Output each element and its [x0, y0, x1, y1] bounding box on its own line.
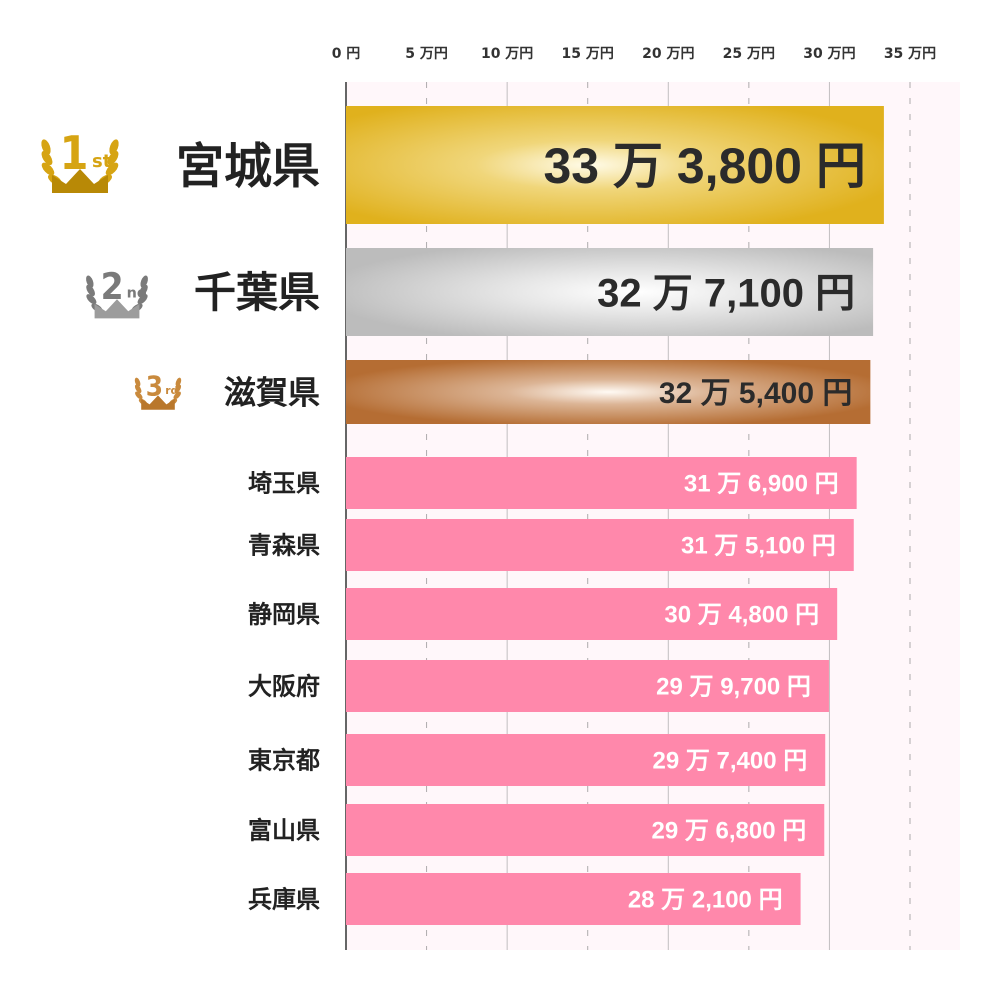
- bar-value-label: 31 万 6,900 円: [684, 471, 839, 498]
- x-tick-label: 20 万円: [642, 46, 694, 62]
- rank-number: 2: [101, 265, 124, 308]
- category-label: 大阪府: [248, 673, 320, 701]
- x-tick-label: 15 万円: [562, 46, 614, 62]
- bar-5: [346, 519, 854, 571]
- category-label: 滋賀県: [224, 374, 320, 412]
- laurel-leaf-icon: [86, 294, 97, 305]
- laurel-leaf-icon: [134, 377, 141, 387]
- bar-value-label: 33 万 3,800 円: [543, 138, 865, 194]
- crown-icon: [52, 169, 108, 193]
- bar-value-label: 29 万 7,400 円: [652, 748, 807, 775]
- bar-value-label: 29 万 6,800 円: [652, 818, 807, 845]
- bar-value-label: 32 万 5,400 円: [659, 377, 852, 410]
- rank-suffix: st: [92, 151, 112, 172]
- category-label: 青森県: [248, 532, 320, 560]
- bar-3: [346, 360, 871, 424]
- bar-6: [346, 588, 838, 640]
- bar-7: [346, 660, 829, 712]
- laurel-leaf-icon: [41, 139, 51, 155]
- laurel-leaf-icon: [139, 284, 148, 297]
- category-label: 静岡県: [248, 601, 320, 629]
- bar-value-label: 29 万 9,700 円: [656, 674, 811, 701]
- laurel-leaf-icon: [174, 384, 182, 394]
- x-tick-label: 25 万円: [723, 46, 775, 62]
- bar-8: [346, 734, 826, 786]
- laurel-leaf-icon: [173, 391, 181, 400]
- laurel-leaf-icon: [175, 377, 182, 387]
- bar-10: [346, 873, 801, 925]
- laurel-leaf-icon: [86, 275, 94, 288]
- crown-icon: [141, 395, 175, 410]
- laurel-leaf-icon: [137, 294, 148, 305]
- x-tick-label: 35 万円: [884, 46, 936, 62]
- laurel-leaf-icon: [41, 150, 53, 166]
- bar-value-label: 28 万 2,100 円: [628, 887, 783, 914]
- laurel-leaf-icon: [41, 162, 55, 176]
- laurel-leaf-icon: [140, 275, 148, 288]
- rank-number: 3: [146, 369, 163, 402]
- laurel-leaf-icon: [135, 391, 143, 400]
- laurel-leaf-icon: [134, 384, 142, 394]
- bar-4: [346, 457, 857, 509]
- x-tick-label: 30 万円: [803, 46, 855, 62]
- bar-value-label: 31 万 5,100 円: [681, 533, 836, 560]
- rank-suffix: nd: [127, 286, 148, 302]
- x-tick-label: 5 万円: [405, 46, 448, 62]
- category-label: 千葉県: [194, 268, 320, 317]
- x-tick-label: 10 万円: [481, 46, 533, 62]
- laurel-leaf-icon: [105, 162, 119, 176]
- bar-value-label: 32 万 7,100 円: [597, 271, 855, 315]
- laurel-leaf-icon: [109, 139, 119, 155]
- bar-2: [346, 248, 874, 336]
- rank-suffix: rd: [165, 384, 178, 397]
- category-label: 東京都: [248, 747, 320, 775]
- laurel-leaf-icon: [107, 150, 119, 166]
- category-label: 埼玉県: [248, 470, 320, 498]
- bar-9: [346, 804, 825, 856]
- bar-1: [346, 106, 884, 224]
- category-label: 宮城県: [176, 138, 320, 194]
- crown-icon: [94, 299, 140, 319]
- category-label: 兵庫県: [248, 886, 320, 914]
- laurel-leaf-icon: [86, 284, 95, 297]
- category-label: 富山県: [248, 817, 320, 845]
- bar-value-label: 30 万 4,800 円: [664, 602, 819, 629]
- x-tick-label: 0 円: [332, 46, 361, 62]
- rank-number: 1: [60, 126, 89, 180]
